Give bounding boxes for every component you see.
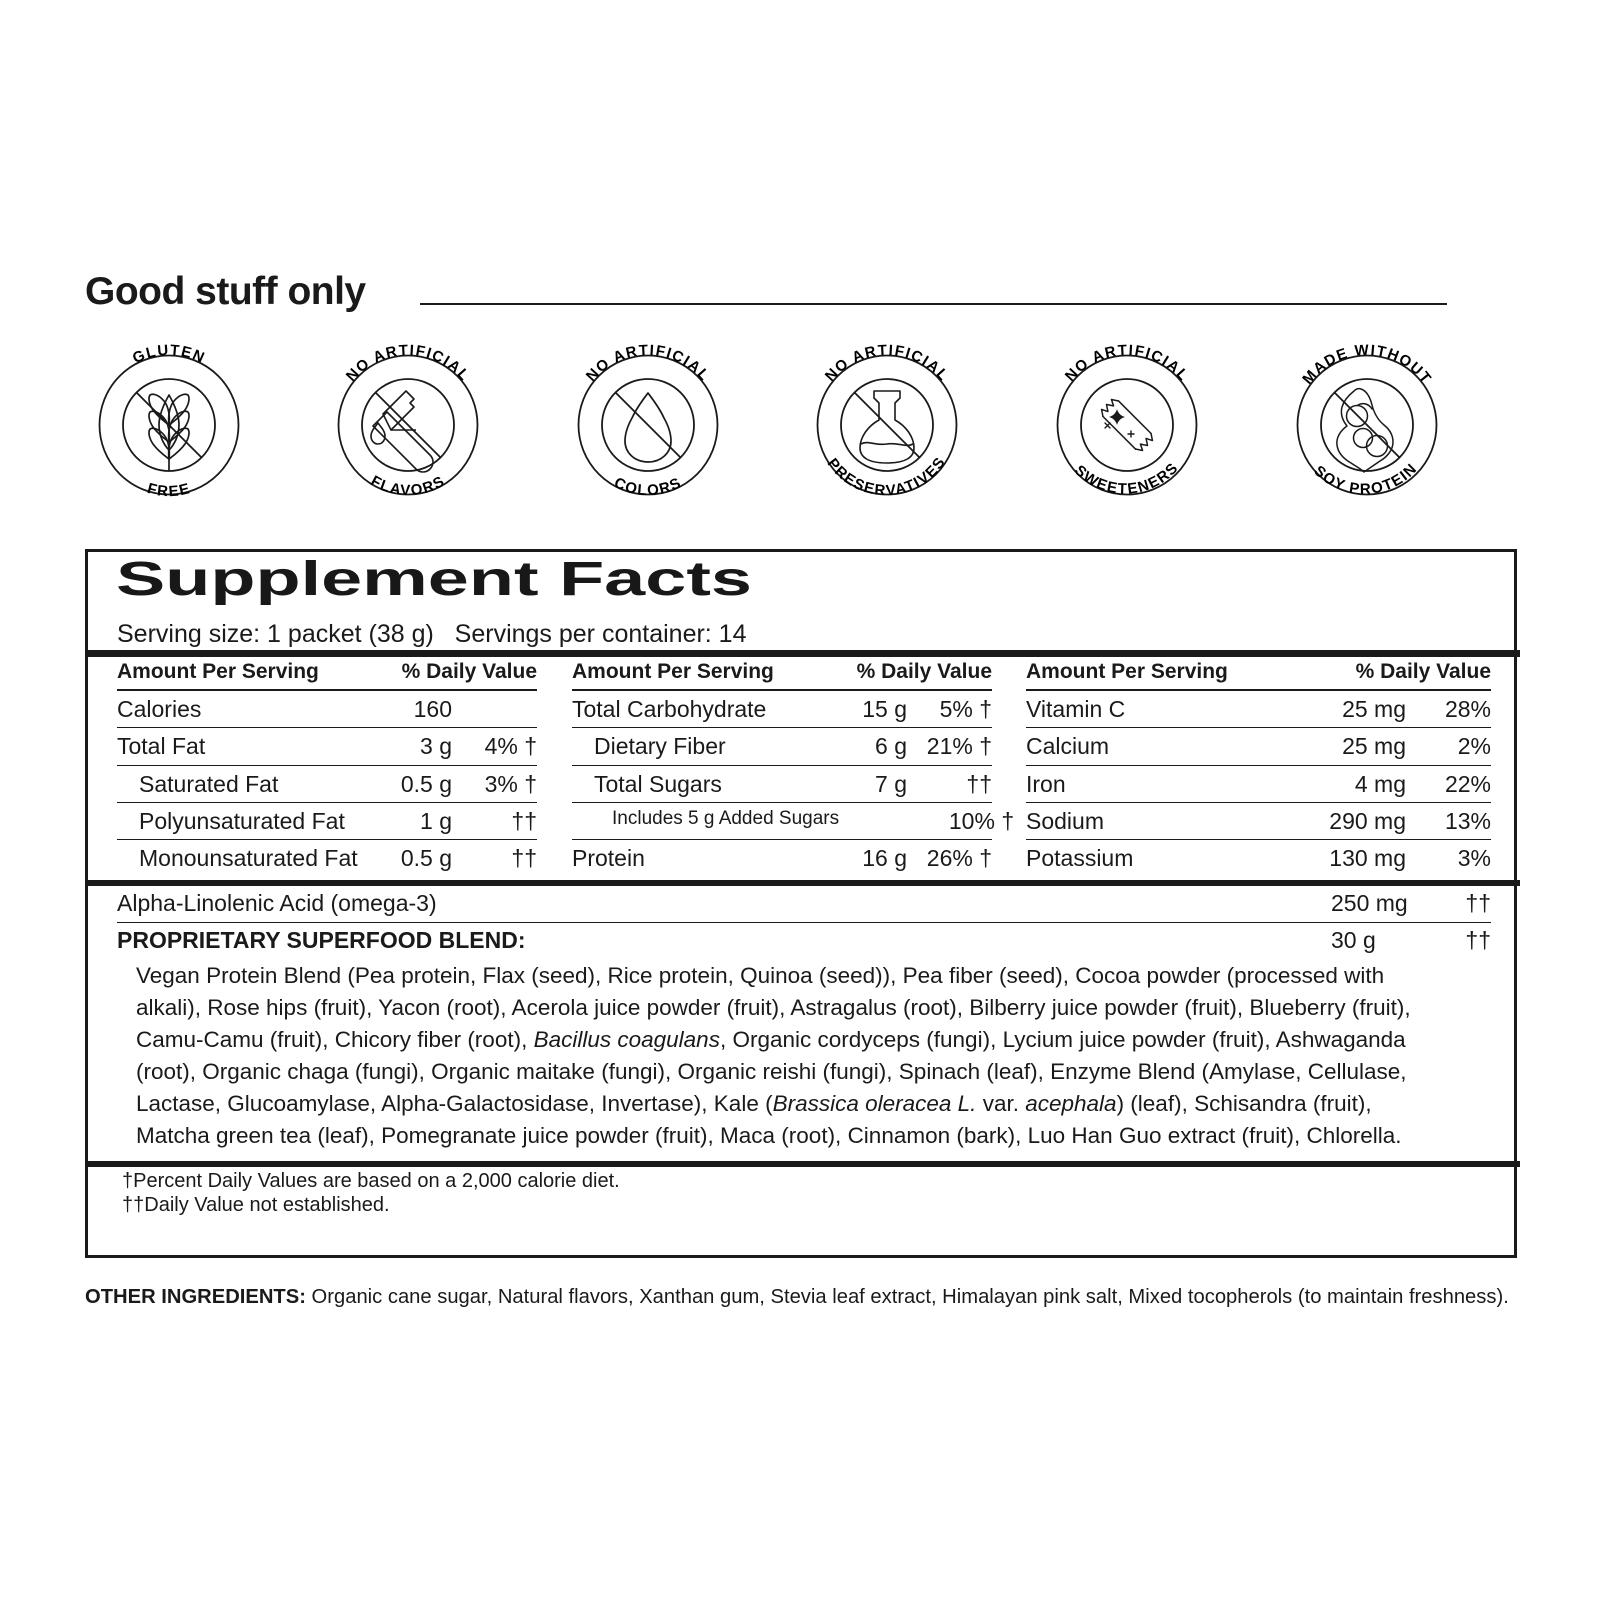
svg-text:SWEETENERS: SWEETENERS bbox=[1071, 459, 1182, 498]
svg-text:PRESERVATIVES: PRESERVATIVES bbox=[824, 454, 950, 500]
svg-text:COLORS: COLORS bbox=[611, 474, 684, 499]
svg-text:FREE: FREE bbox=[145, 480, 192, 500]
svg-text:FLAVORS: FLAVORS bbox=[368, 473, 448, 500]
svg-text:MADE WITHOUT: MADE WITHOUT bbox=[1299, 342, 1435, 388]
svg-text:SOY PROTEIN: SOY PROTEIN bbox=[1310, 460, 1420, 498]
svg-text:GLUTEN: GLUTEN bbox=[130, 342, 208, 367]
